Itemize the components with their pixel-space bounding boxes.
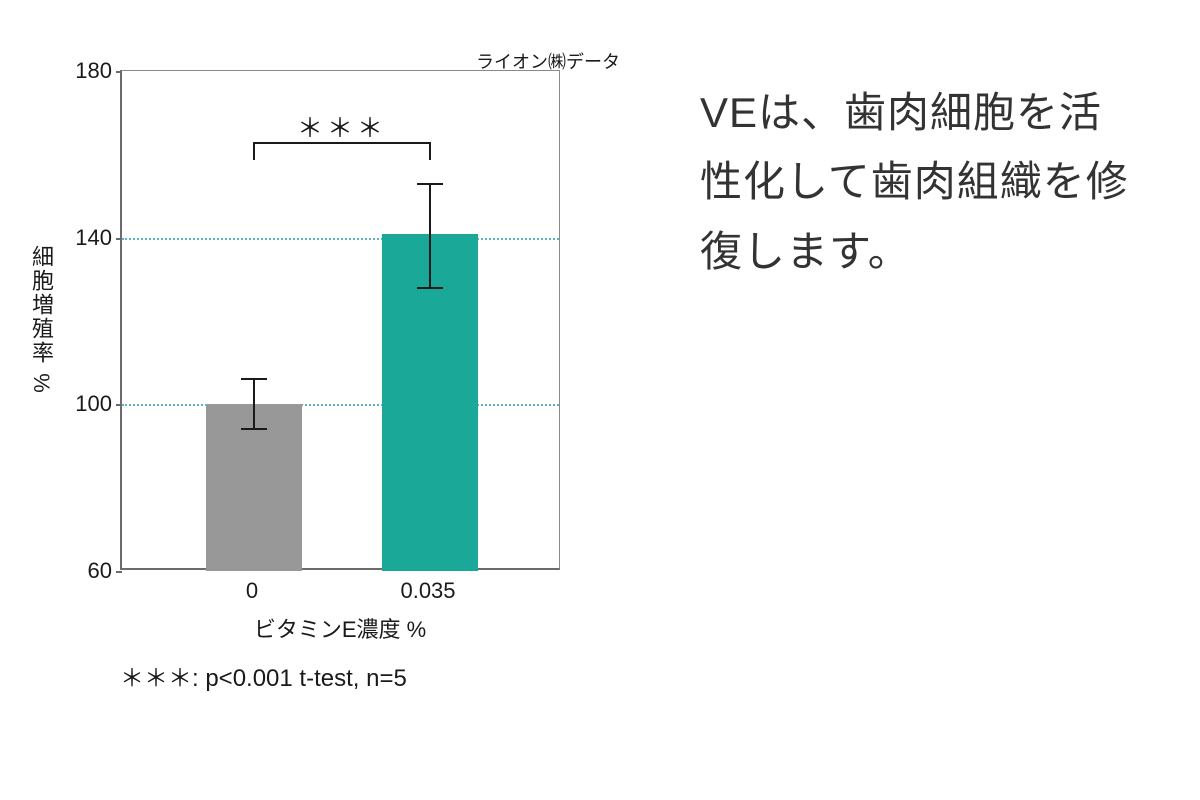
error-bar [429,184,431,288]
grid-line [122,238,559,240]
error-cap [417,287,443,289]
y-tick-label: 100 [67,391,112,417]
plot-area: 60100140180＊＊＊ [120,70,560,570]
grid-line [122,404,559,406]
y-axis-title: 細胞増殖率 % [25,245,57,395]
y-tick-label: 60 [67,558,112,584]
chart-wrapper: 細胞増殖率 % 60100140180＊＊＊ ビタミンE濃度 % 00.035 [120,70,640,570]
error-cap [241,428,267,430]
x-axis-title: ビタミンE濃度 % [120,612,560,644]
footnote-text: ＊＊＊: p<0.001 t-test, n=5 [120,658,640,693]
chart-section: ライオン㈱データ 細胞増殖率 % 60100140180＊＊＊ ビタミンE濃度 … [80,40,640,693]
error-cap [241,378,267,380]
y-tick-label: 180 [67,58,112,84]
side-description: VEは、歯肉細胞を活性化して歯肉組織を修復します。 [700,78,1140,693]
significance-label: ＊＊＊ [297,108,387,145]
x-tick-label: 0.035 [400,578,455,604]
y-tick-label: 140 [67,225,112,251]
x-tick-label: 0 [246,578,258,604]
error-cap [417,183,443,185]
error-bar [253,379,255,429]
